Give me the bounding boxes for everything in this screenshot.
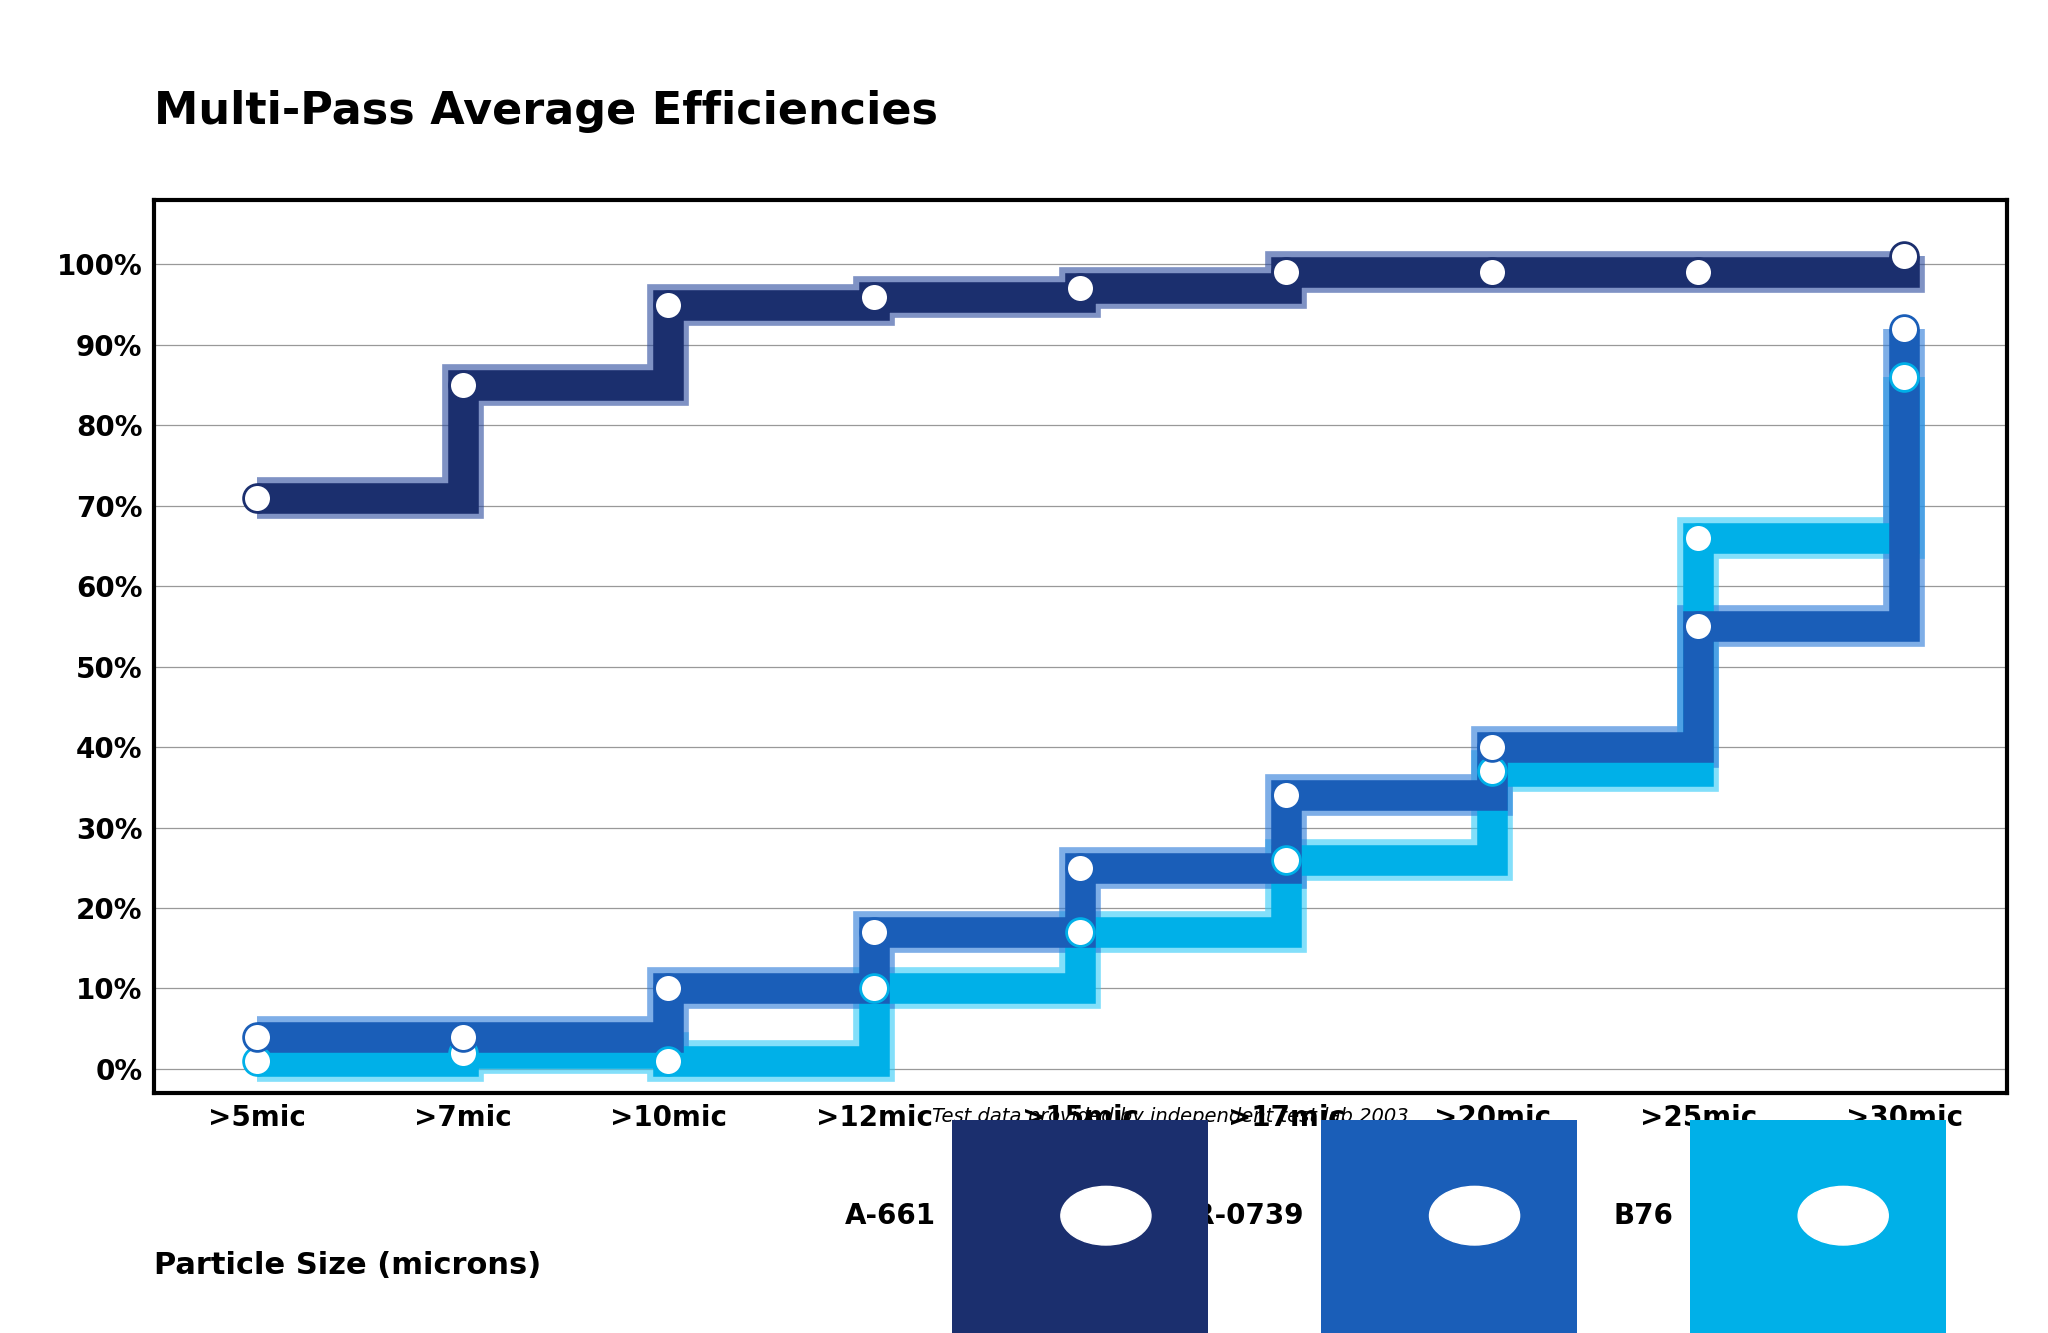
Text: Test data provided by independent test lab 2003: Test data provided by independent test l…: [932, 1108, 1409, 1126]
Text: B76: B76: [1614, 1201, 1673, 1230]
Text: Multi-Pass Average Efficiencies: Multi-Pass Average Efficiencies: [154, 91, 938, 133]
Text: Particle Size (microns): Particle Size (microns): [154, 1250, 541, 1280]
Text: A-661: A-661: [846, 1201, 936, 1230]
Text: 1R-0739: 1R-0739: [1176, 1201, 1305, 1230]
